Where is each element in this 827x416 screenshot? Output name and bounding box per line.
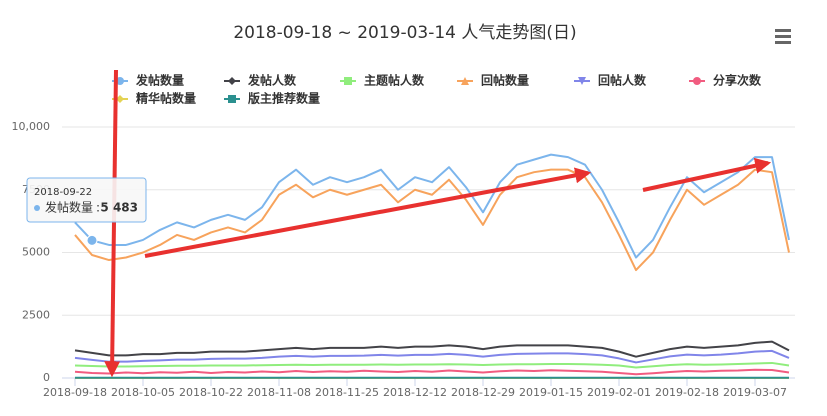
series-line (74, 340, 790, 358)
legend-item[interactable]: 发帖人数 (224, 73, 297, 88)
legend-label: 精华帖数量 (136, 91, 196, 106)
series-line (74, 349, 790, 364)
tooltip-date: 2018-09-22 (34, 187, 92, 198)
tooltip-symbol (34, 205, 40, 211)
series-line (74, 368, 790, 376)
legend-symbol (116, 77, 124, 85)
tooltip-value: 5 483 (100, 201, 138, 215)
tooltip-colon: : (96, 201, 100, 215)
legend-symbol (116, 95, 124, 103)
legend-item[interactable]: 分享次数 (689, 73, 762, 88)
legend-item[interactable]: 回帖人数 (574, 73, 647, 88)
x-tick-label: 2019-01-15 (519, 386, 583, 399)
x-tick-label: 2018-10-05 (111, 386, 175, 399)
legend-symbol (228, 77, 236, 85)
legend-label: 版主推荐数量 (248, 91, 320, 106)
legend-label: 回帖人数 (598, 73, 647, 88)
series-line (74, 168, 790, 272)
tooltip-series: 发帖数量 (45, 200, 93, 215)
menu-button[interactable] (775, 29, 791, 44)
legend-symbol (344, 77, 352, 85)
legend-symbol (461, 77, 469, 85)
tooltip-box (26, 177, 147, 223)
legend-label: 发帖人数 (247, 73, 297, 88)
x-tick-label: 2018-12-12 (383, 386, 447, 399)
x-tick-label: 2018-12-29 (451, 386, 515, 399)
y-tick-label: 2500 (22, 308, 50, 321)
legend-item[interactable]: 主题帖人数 (340, 73, 425, 88)
y-tick-label: 5000 (22, 246, 50, 259)
legend-label: 分享次数 (713, 73, 762, 88)
legend-symbol (228, 95, 236, 103)
x-tick-label: 2018-09-18 (43, 386, 107, 399)
legend-item[interactable]: 版主推荐数量 (224, 91, 320, 106)
legend-symbol (693, 77, 701, 85)
x-tick-label: 2019-02-18 (655, 386, 719, 399)
series-line (74, 361, 790, 369)
chart-title: 2018-09-18 ~ 2019-03-14 人气走势图(日) (233, 23, 576, 43)
x-tick-label: 2019-02-01 (587, 386, 651, 399)
legend-symbol (578, 77, 586, 85)
legend-label: 发帖数量 (135, 73, 184, 88)
x-tick-label: 2018-11-08 (247, 386, 311, 399)
x-tick-label: 2018-11-25 (315, 386, 379, 399)
series-line (74, 153, 790, 259)
hover-marker (86, 234, 98, 246)
y-tick-label: 10,000 (12, 120, 51, 133)
y-tick-label: 0 (43, 371, 50, 384)
legend-label: 主题帖人数 (364, 73, 425, 88)
x-tick-label: 2019-03-07 (723, 386, 787, 399)
tooltip: 2018-09-22 发帖数量:5 483 (26, 177, 147, 246)
x-tick-label: 2018-10-22 (179, 386, 243, 399)
legend-label: 回帖数量 (481, 73, 529, 88)
legend-item[interactable]: 回帖数量 (457, 73, 529, 88)
